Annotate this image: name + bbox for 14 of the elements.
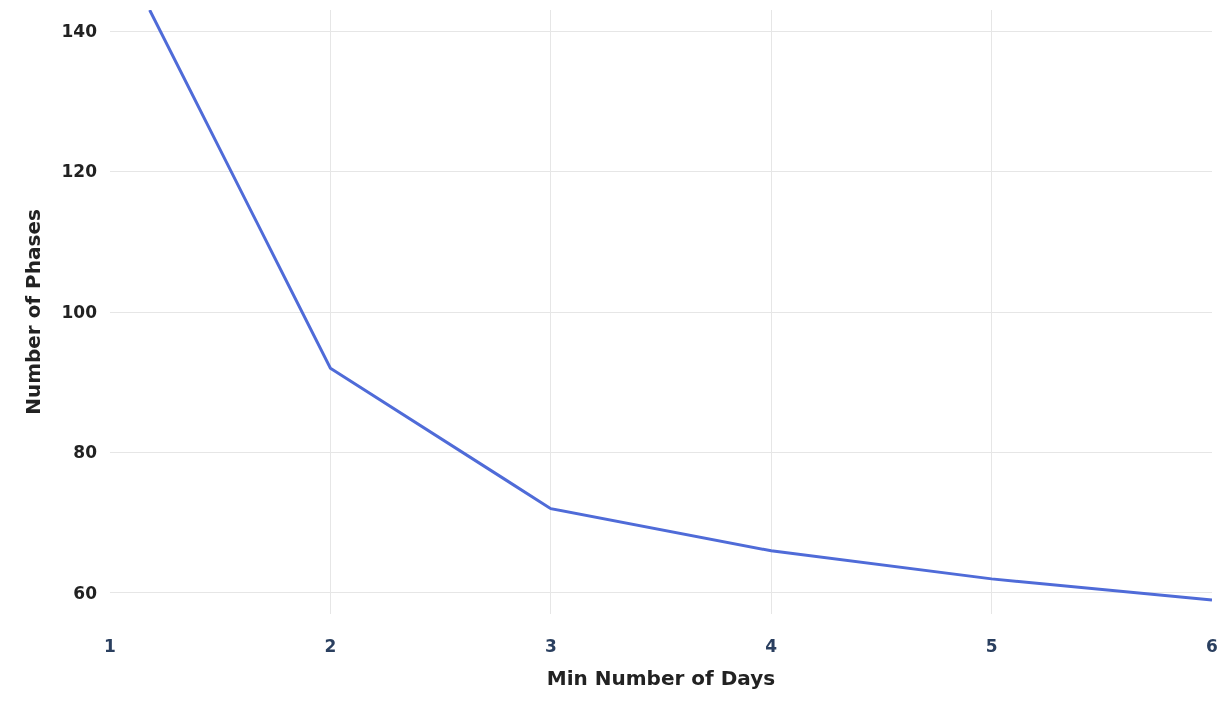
x-tick-label: 5: [985, 636, 998, 656]
x-tick-label: 4: [765, 636, 778, 656]
x-tick-label: 6: [1206, 636, 1218, 656]
y-tick-label: 100: [61, 301, 98, 322]
x-tick-label: 3: [544, 636, 557, 656]
y-tick-label: 120: [61, 161, 98, 182]
y-axis-title: Number of Phases: [21, 209, 45, 415]
x-axis-title: Min Number of Days: [546, 665, 776, 690]
y-tick-label: 60: [73, 582, 98, 603]
y-tick-label: 140: [61, 21, 98, 42]
y-tick-label: 80: [73, 442, 98, 463]
x-tick-label: 2: [324, 636, 337, 656]
line-series: [148, 10, 1212, 602]
x-tick-label: 1: [104, 636, 116, 656]
